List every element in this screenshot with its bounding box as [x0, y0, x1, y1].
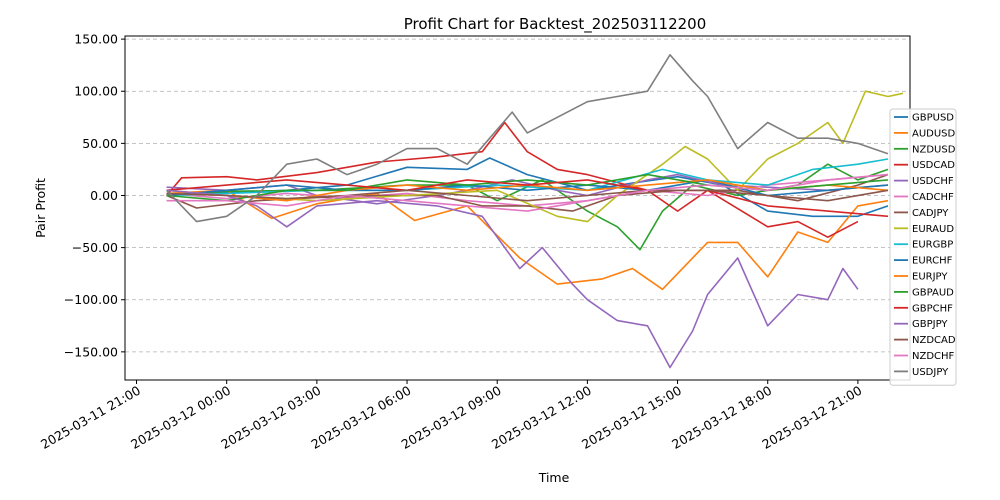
series-line-usdjpy — [166, 53, 889, 223]
legend-label: USDCHF — [912, 176, 954, 187]
legend-label: CADCHF — [912, 192, 954, 203]
series-line-nzdchf — [166, 173, 889, 212]
series-line-nzdcad — [166, 189, 889, 202]
legend-label: GBPJPY — [912, 319, 948, 330]
legend-label: GBPCHF — [912, 303, 953, 314]
series-line-euraud — [166, 90, 904, 223]
series-line-audusd — [166, 189, 889, 291]
legend-label: NZDCHF — [912, 351, 955, 362]
y-tick-label: 0.00 — [90, 188, 118, 203]
legend-label: USDCAD — [912, 160, 955, 171]
series-lines — [165, 53, 904, 369]
legend-label: CADJPY — [912, 208, 949, 219]
series-line-nzdusd — [166, 163, 889, 251]
series-line-gbpjpy — [166, 189, 859, 369]
legend-label: EURAUD — [912, 224, 954, 235]
legend-label: NZDUSD — [912, 144, 956, 155]
y-tick-label: −100.00 — [64, 292, 118, 307]
legend-label: EURJPY — [912, 272, 948, 283]
y-tick-label: −150.00 — [64, 344, 118, 359]
legend-frame — [889, 108, 957, 386]
y-tick-label: −50.00 — [72, 240, 118, 255]
y-tick-label: 50.00 — [82, 136, 118, 151]
series-line-usdcad — [165, 121, 859, 238]
legend-label: EURCHF — [912, 256, 953, 267]
x-axis-title: Time — [538, 470, 570, 485]
legend-label: GBPAUD — [912, 287, 954, 298]
legend-label: NZDCAD — [912, 335, 956, 346]
y-tick-label: 150.00 — [74, 32, 118, 47]
legend-label: USDJPY — [912, 367, 949, 378]
grid-lines — [125, 38, 910, 353]
legend: GBPUSD AUDUSD NZDUSD USDCAD USDCHF CADCHF CADJ… — [889, 108, 957, 386]
series-line-gbpchf — [166, 179, 889, 218]
legend-label: AUDUSD — [912, 128, 956, 139]
y-tick-label: 100.00 — [74, 84, 118, 99]
y-axis: 150.00 100.00 50.00 0.00 −50.00 −100.00 −150.0… — [64, 32, 125, 359]
legend-label: GBPUSD — [912, 113, 954, 124]
y-axis-title: Pair Profit — [33, 178, 48, 238]
chart-title: Profit Chart for Backtest_202503112200 — [404, 15, 707, 34]
legend-label: EURGBP — [912, 240, 953, 251]
